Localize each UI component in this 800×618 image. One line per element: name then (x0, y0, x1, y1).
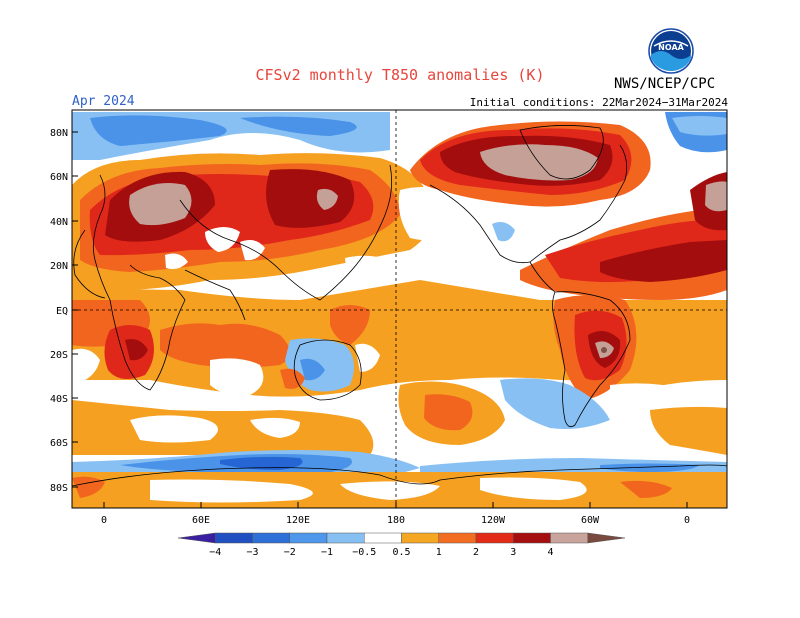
colorbar-label: 2 (473, 547, 479, 558)
colorbar-swatch (289, 532, 328, 544)
colorbar-label: −3 (246, 547, 258, 558)
chart-title: CFSv2 monthly T850 anomalies (K) (255, 66, 545, 84)
colorbar: −4 −3 −2 −1 −0.5 0.5 1 2 3 4 (177, 532, 626, 558)
noaa-logo-text: NOAA (658, 43, 684, 52)
colorbar-swatch (438, 532, 477, 544)
colorbar-label: −0.5 (352, 547, 376, 558)
lat-label: 80N (50, 128, 68, 139)
colorbar-swatch (401, 532, 439, 544)
lat-label: 40N (50, 217, 68, 228)
latitude-axis: 80N 60N 40N 20N EQ 20S 40S 60S 80S (50, 128, 78, 494)
valid-month-label: Apr 2024 (72, 94, 135, 109)
anomaly-field (72, 110, 727, 508)
colorbar-label: 3 (510, 547, 516, 558)
colorbar-swatch (177, 532, 216, 544)
lon-label: 0 (101, 515, 107, 526)
lat-label: EQ (56, 306, 68, 317)
colorbar-swatch (513, 532, 551, 544)
colorbar-swatch (326, 532, 365, 544)
colorbar-label: −2 (284, 547, 296, 558)
lat-label: 40S (50, 394, 68, 405)
colorbar-swatch (475, 532, 514, 544)
colorbar-label: 1 (436, 547, 442, 558)
initial-conditions-label: Initial conditions: 22Mar2024−31Mar2024 (469, 96, 728, 109)
colorbar-swatch (364, 532, 402, 544)
colorbar-swatch (215, 532, 253, 544)
lat-label: 60S (50, 438, 68, 449)
lon-label: 120E (286, 515, 310, 526)
colorbar-swatch (587, 532, 626, 544)
lat-label: 80S (50, 483, 68, 494)
colorbar-label: 4 (547, 547, 553, 558)
colorbar-label: −1 (321, 547, 333, 558)
lat-label: 60N (50, 172, 68, 183)
longitude-axis: 0 60E 120E 180 120W 60W 0 (101, 502, 690, 526)
colorbar-swatch (252, 532, 290, 544)
colorbar-swatch (550, 532, 588, 544)
map-frame (71, 109, 728, 509)
lon-label: 60E (192, 515, 210, 526)
colorbar-label: −4 (209, 547, 221, 558)
lat-label: 20N (50, 261, 68, 272)
lon-label: 180 (387, 515, 405, 526)
lon-label: 0 (684, 515, 690, 526)
colorbar-label: 0.5 (392, 547, 410, 558)
lat-label: 20S (50, 350, 68, 361)
lon-label: 60W (581, 515, 600, 526)
organization-label: NWS/NCEP/CPC (614, 76, 716, 92)
noaa-logo-icon: NOAA (648, 28, 694, 74)
lon-label: 120W (481, 515, 506, 526)
